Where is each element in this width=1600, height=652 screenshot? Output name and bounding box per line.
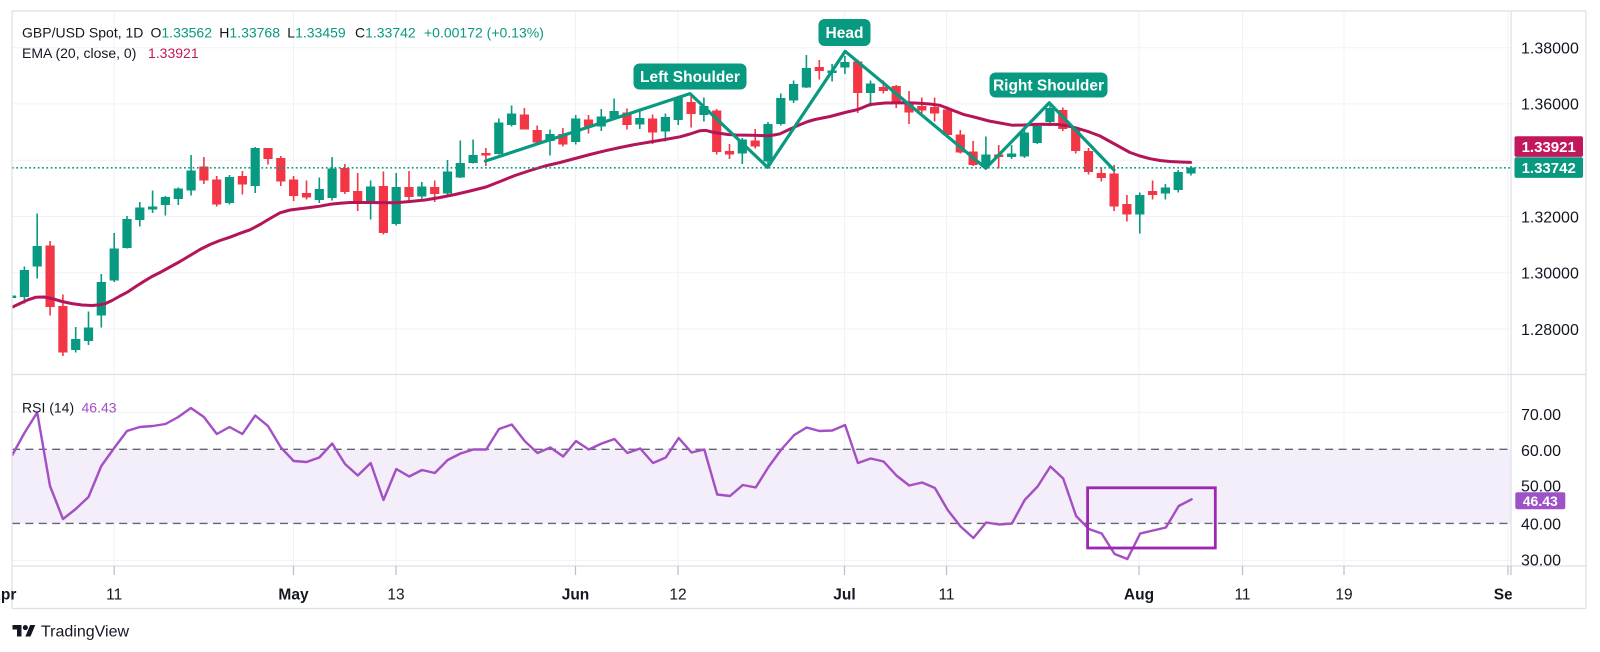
svg-text:EMA (20, close, 0): EMA (20, close, 0)	[22, 45, 136, 61]
svg-text:46.43: 46.43	[1523, 493, 1558, 509]
svg-text:RSI (14): RSI (14)	[22, 400, 74, 416]
svg-text:1.33921: 1.33921	[1522, 139, 1576, 156]
svg-text:1.33742: 1.33742	[1522, 160, 1576, 177]
svg-text:1.36000: 1.36000	[1521, 97, 1579, 114]
svg-text:1.28000: 1.28000	[1521, 322, 1579, 339]
svg-text:Left Shoulder: Left Shoulder	[640, 69, 740, 86]
svg-text:+0.00172 (+0.13%): +0.00172 (+0.13%)	[424, 25, 544, 41]
svg-text:1.33562: 1.33562	[161, 25, 212, 41]
svg-text:GBP/USD Spot, 1D: GBP/USD Spot, 1D	[22, 25, 143, 41]
svg-text:Right Shoulder: Right Shoulder	[993, 78, 1104, 95]
svg-text:70.00: 70.00	[1521, 407, 1561, 424]
svg-text:46.43: 46.43	[82, 400, 117, 416]
svg-text:1.38000: 1.38000	[1521, 41, 1579, 58]
svg-text:40.00: 40.00	[1521, 516, 1561, 533]
svg-text:19: 19	[1335, 587, 1352, 604]
svg-text:30.00: 30.00	[1521, 553, 1561, 570]
svg-text:1.33768: 1.33768	[229, 25, 280, 41]
svg-text:1.32000: 1.32000	[1521, 209, 1579, 226]
svg-text:L: L	[287, 25, 295, 41]
svg-text:H: H	[219, 25, 229, 41]
svg-text:1.33921: 1.33921	[148, 45, 199, 61]
svg-text:1.30000: 1.30000	[1521, 266, 1579, 283]
svg-text:60.00: 60.00	[1521, 443, 1561, 460]
svg-text:1.33459: 1.33459	[295, 25, 346, 41]
svg-text:11: 11	[106, 587, 122, 604]
svg-text:Jul: Jul	[833, 587, 855, 604]
svg-text:11: 11	[938, 587, 954, 604]
svg-text:TradingView: TradingView	[41, 624, 129, 641]
svg-text:Apr: Apr	[0, 587, 16, 604]
svg-text:O: O	[151, 25, 162, 41]
svg-text:May: May	[278, 587, 309, 604]
svg-text:Head: Head	[826, 25, 864, 42]
svg-text:11: 11	[1234, 587, 1250, 604]
svg-text:Jun: Jun	[562, 587, 590, 604]
svg-text:1.33742: 1.33742	[365, 25, 416, 41]
svg-text:50.00: 50.00	[1521, 478, 1561, 495]
svg-text:C: C	[355, 25, 365, 41]
svg-text:13: 13	[387, 587, 404, 604]
svg-text:12: 12	[669, 587, 686, 604]
svg-text:Aug: Aug	[1124, 587, 1154, 604]
